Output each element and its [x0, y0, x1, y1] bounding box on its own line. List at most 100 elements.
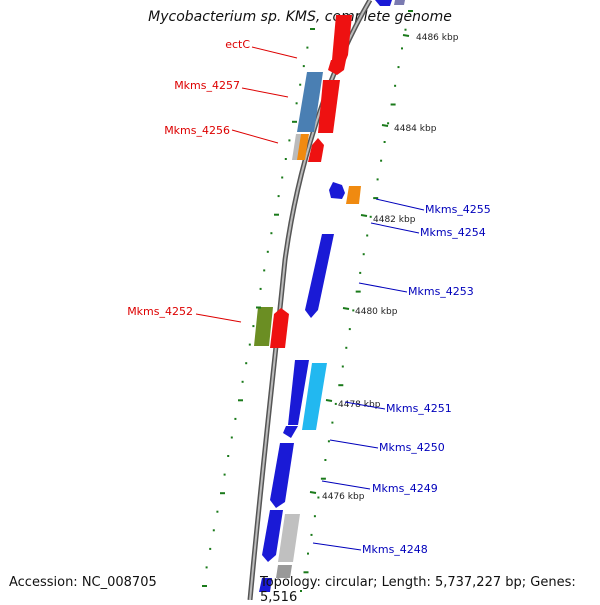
tick-mark	[352, 309, 355, 312]
topology-summary: Topology: circular; Length: 5,737,227 bp…	[260, 575, 576, 605]
gene-arrow-Mkms_4249[interactable]	[270, 443, 294, 508]
gene-label-Mkms_4254[interactable]: Mkms_4254	[420, 226, 486, 239]
tick-mark	[341, 365, 344, 368]
tick-mark	[310, 28, 315, 30]
gene-block-Mkms_4255[interactable]	[346, 186, 361, 204]
leader-line	[241, 87, 289, 98]
tick-mark	[348, 328, 351, 331]
tick-mark	[376, 178, 379, 181]
gene-arrow-Mkms_4248[interactable]	[262, 510, 283, 562]
scale-major-tick	[381, 124, 389, 127]
gene-label-Mkms_4256[interactable]: Mkms_4256	[164, 124, 230, 137]
tick-mark	[345, 346, 348, 349]
gene-label-Mkms_4257[interactable]: Mkms_4257	[174, 79, 240, 92]
gene-arrow[interactable]	[259, 578, 272, 592]
leader-line	[329, 439, 379, 449]
tick-mark	[252, 325, 255, 328]
scale-major-tick	[342, 307, 350, 310]
tick-mark	[234, 417, 237, 420]
tick-mark	[310, 533, 313, 536]
tick-mark	[259, 287, 262, 290]
scale-major-tick	[402, 34, 410, 37]
gene-arrow[interactable]	[328, 60, 346, 75]
tick-mark	[212, 529, 215, 532]
gene-arrow-Mkms_4251[interactable]	[288, 360, 309, 425]
gene-arrow[interactable]	[375, 0, 392, 6]
gene-label-Mkms_4252[interactable]: Mkms_4252	[127, 305, 193, 318]
tick-mark	[401, 47, 403, 50]
gene-arrow[interactable]	[394, 0, 405, 5]
gene-arrow-ectC[interactable]	[332, 15, 352, 60]
tick-mark	[284, 158, 287, 160]
tick-mark	[216, 510, 219, 513]
gene-arrow-Mkms_4252-red[interactable]	[270, 308, 289, 348]
tick-mark	[317, 496, 320, 499]
gene-label-Mkms_4255[interactable]: Mkms_4255	[425, 203, 491, 216]
gene-label-Mkms_4253[interactable]: Mkms_4253	[408, 285, 474, 298]
tick-mark	[331, 421, 334, 424]
gene-label-Mkms_4248[interactable]: Mkms_4248	[362, 543, 428, 556]
tick-mark	[373, 197, 379, 200]
gene-label-Mkms_4249[interactable]: Mkms_4249	[372, 482, 438, 495]
scale-label: 4484 kbp	[394, 124, 437, 134]
tick-mark	[292, 120, 297, 123]
tick-mark	[209, 547, 212, 550]
gene-block-Mkms_4257[interactable]	[297, 72, 323, 132]
tick-mark	[220, 492, 225, 495]
tick-mark	[274, 213, 279, 216]
tick-mark	[327, 440, 330, 443]
gene-block-Mkms_4248[interactable]	[278, 514, 300, 562]
leader-line	[231, 129, 279, 144]
tick-mark	[313, 515, 316, 518]
leader-line	[251, 46, 298, 59]
tick-mark	[263, 269, 266, 272]
tick-mark	[202, 585, 207, 587]
leader-line	[375, 198, 425, 211]
accession-text: Accession: NC_008705	[9, 575, 157, 590]
leader-line	[195, 313, 242, 323]
gene-label-Mkms_4251[interactable]: Mkms_4251	[386, 402, 452, 415]
leader-line	[312, 542, 362, 551]
tick-mark	[355, 290, 361, 293]
gene-label-Mkms_4250[interactable]: Mkms_4250	[379, 441, 445, 454]
gene-arrow-Mkms_4253[interactable]	[305, 234, 334, 318]
leader-line	[358, 282, 408, 293]
tick-mark	[300, 590, 302, 592]
tick-mark	[295, 102, 298, 105]
tick-mark	[256, 306, 261, 309]
gene-block[interactable]	[276, 565, 292, 578]
leader-line	[344, 401, 386, 410]
gene-arrow-Mkms_4256-red[interactable]	[308, 138, 324, 162]
tick-mark	[404, 28, 407, 31]
gene-block-Mkms_4251[interactable]	[302, 363, 327, 430]
tick-mark	[307, 552, 309, 555]
tick-mark	[266, 250, 269, 253]
tick-mark	[223, 473, 226, 476]
tick-mark	[394, 84, 397, 87]
scale-label: 4480 kbp	[355, 307, 398, 317]
gene-arrow[interactable]	[329, 182, 345, 199]
tick-mark	[248, 343, 251, 346]
gene-label-ectC[interactable]: ectC	[225, 38, 250, 51]
map-title: Mycobacterium sp. KMS, complete genome	[148, 9, 452, 25]
tick-mark	[270, 232, 273, 235]
gene-block-Mkms_4252[interactable]	[254, 307, 273, 346]
tick-mark	[397, 66, 400, 69]
tick-mark	[299, 83, 302, 86]
tick-mark	[241, 380, 244, 383]
gene-arrow-Mkms_4257[interactable]	[318, 80, 340, 133]
scale-label: 4482 kbp	[373, 215, 416, 225]
tick-mark	[366, 234, 369, 237]
scale-major-tick	[309, 491, 317, 494]
tick-mark	[338, 384, 344, 387]
tick-mark	[362, 253, 365, 256]
gene-arrow[interactable]	[283, 426, 298, 438]
tick-mark	[383, 141, 386, 143]
gene-block-Mkms_4256[interactable]	[297, 134, 309, 160]
tick-mark	[230, 436, 233, 439]
tick-mark	[359, 271, 362, 274]
scale-major-tick	[325, 399, 333, 402]
scale-label: 4476 kbp	[322, 492, 365, 502]
tick-mark	[303, 571, 309, 574]
